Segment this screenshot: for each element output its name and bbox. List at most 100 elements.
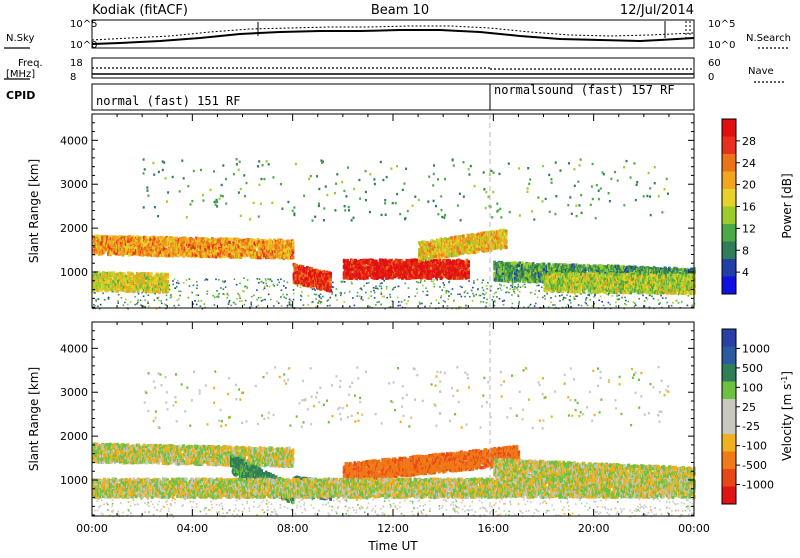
echo-pixel [578, 304, 580, 306]
echo-pixel [443, 287, 445, 289]
echo-pixel [444, 301, 446, 303]
echo-pixel [660, 295, 662, 297]
nave-tick-bottom: 0 [708, 72, 714, 83]
echo-pixel [193, 285, 195, 287]
echo-pixel [479, 295, 481, 297]
echo-pixel [634, 303, 636, 305]
echo-pixel [228, 295, 230, 297]
echo-pixel [177, 280, 179, 282]
echo-pixel [293, 289, 295, 291]
echo-pixel [483, 301, 485, 303]
echo-pixel [368, 282, 370, 284]
echo-pixel [519, 291, 521, 293]
echo-pixel [465, 305, 467, 307]
echo-pixel [440, 297, 442, 299]
echo-pixel [584, 302, 586, 304]
echo-pixel [137, 302, 139, 304]
echo-pixel [344, 301, 346, 303]
echo-pixel [97, 306, 99, 308]
echo-pixel [373, 290, 375, 292]
echo-pixel [293, 299, 295, 301]
echo-pixel [494, 305, 496, 307]
echo-pixel [147, 302, 149, 304]
echo-pixel [160, 300, 162, 302]
echo-pixel [570, 306, 572, 308]
echo-pixel [467, 292, 469, 294]
echo-pixel [174, 305, 176, 307]
noise-ytick-bottom: 10^0 [70, 40, 97, 51]
echo-pixel [518, 284, 520, 286]
echo-pixel [229, 300, 231, 302]
echo-pixel [570, 302, 572, 304]
echo-pixel [231, 238, 234, 241]
echo-pixel [381, 293, 383, 295]
echo-pixel [550, 302, 552, 304]
echo-pixel [518, 301, 520, 303]
echo-pixel [244, 304, 246, 306]
echo-pixel [319, 296, 321, 298]
echo-pixel [117, 300, 119, 302]
echo-pixel [164, 303, 166, 305]
echo-pixel [170, 294, 172, 296]
echo-pixel [206, 278, 208, 280]
echo-pixel [624, 303, 626, 305]
echo-pixel [281, 290, 283, 292]
echo-pixel [559, 295, 561, 297]
noise-sky-label: N.Sky [6, 33, 34, 44]
echo-pixel [415, 295, 417, 297]
echo-pixel [570, 296, 572, 298]
echo-pixel [341, 281, 343, 283]
echo-pixel [349, 306, 351, 308]
echo-pixel [315, 298, 317, 300]
echo-pixel [166, 273, 169, 276]
echo-pixel [407, 300, 409, 302]
echo-pixel [312, 288, 314, 290]
echo-pixel [416, 288, 418, 290]
echo-pixel [573, 296, 575, 298]
echo-pixel [563, 298, 565, 300]
echo-pixel [289, 304, 291, 306]
echo-pixel [506, 291, 508, 293]
echo-pixel [676, 300, 678, 302]
echo-pixel [212, 295, 214, 297]
echo-pixel [608, 294, 610, 296]
echo-pixel [427, 294, 429, 296]
echo-pixel [196, 294, 198, 296]
echo-pixel [354, 305, 356, 307]
echo-pixel [283, 296, 285, 298]
echo-pixel [678, 302, 680, 304]
echo-pixel [206, 293, 208, 295]
echo-pixel [278, 302, 280, 304]
echo-pixel [102, 293, 104, 295]
echo-pixel [263, 289, 265, 291]
echo-pixel [314, 294, 316, 296]
echo-pixel [158, 300, 160, 302]
echo-pixel [638, 298, 640, 300]
echo-pixel [608, 302, 610, 304]
echo-pixel [147, 301, 149, 303]
echo-pixel [565, 297, 567, 299]
echo-pixel [227, 297, 229, 299]
echo-pixel [443, 300, 445, 302]
echo-pixel [459, 294, 461, 296]
echo-pixel [331, 293, 333, 295]
echo-pixel [497, 288, 499, 290]
echo-pixel [484, 294, 486, 296]
echo-pixel [398, 286, 400, 288]
echo-pixel [124, 302, 126, 304]
echo-pixel [687, 305, 689, 307]
echo-pixel [123, 304, 125, 306]
echo-pixel [681, 301, 683, 303]
echo-pixel [327, 300, 329, 302]
echo-pixel [635, 304, 637, 306]
echo-pixel [314, 289, 316, 291]
echo-pixel [420, 303, 422, 305]
echo-pixel [508, 292, 510, 294]
echo-pixel [220, 287, 222, 289]
echo-pixel [196, 304, 198, 306]
echo-pixel [274, 285, 276, 287]
echo-pixel [236, 298, 238, 300]
echo-pixel [659, 302, 661, 304]
noise-search-label: N.Search [746, 33, 791, 44]
